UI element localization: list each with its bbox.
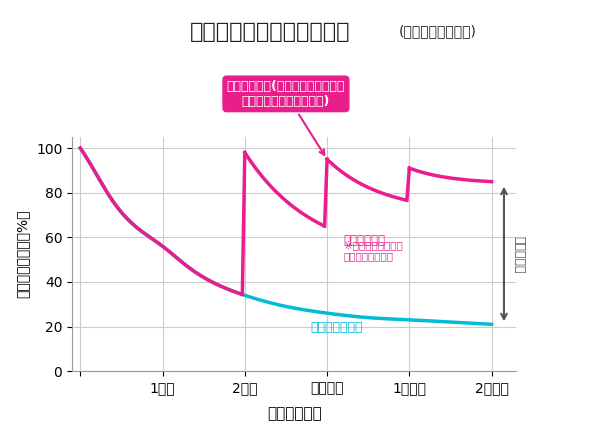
Text: 繰り返し学習(学んだことを使う・
もう一度同じ内容を書く): 繰り返し学習(学んだことを使う・ もう一度同じ内容を書く) xyxy=(227,80,345,155)
Text: (脳の忘れるしくみ): (脳の忘れるしくみ) xyxy=(399,24,477,38)
Text: 復習した場合: 復習した場合 xyxy=(344,234,386,247)
Text: エビングハウスの忘却曲線: エビングハウスの忘却曲線 xyxy=(190,22,350,42)
Text: ※繰り返すにつれて
忘れる割合も低下: ※繰り返すにつれて 忘れる割合も低下 xyxy=(344,240,402,262)
X-axis label: 学習後の日数: 学習後の日数 xyxy=(267,406,322,421)
Y-axis label: 覚えている割合（%）: 覚えている割合（%） xyxy=(15,210,29,298)
Text: 定着率の差: 定着率の差 xyxy=(512,236,525,274)
Text: 復習なしの場合: 復習なしの場合 xyxy=(311,321,363,334)
